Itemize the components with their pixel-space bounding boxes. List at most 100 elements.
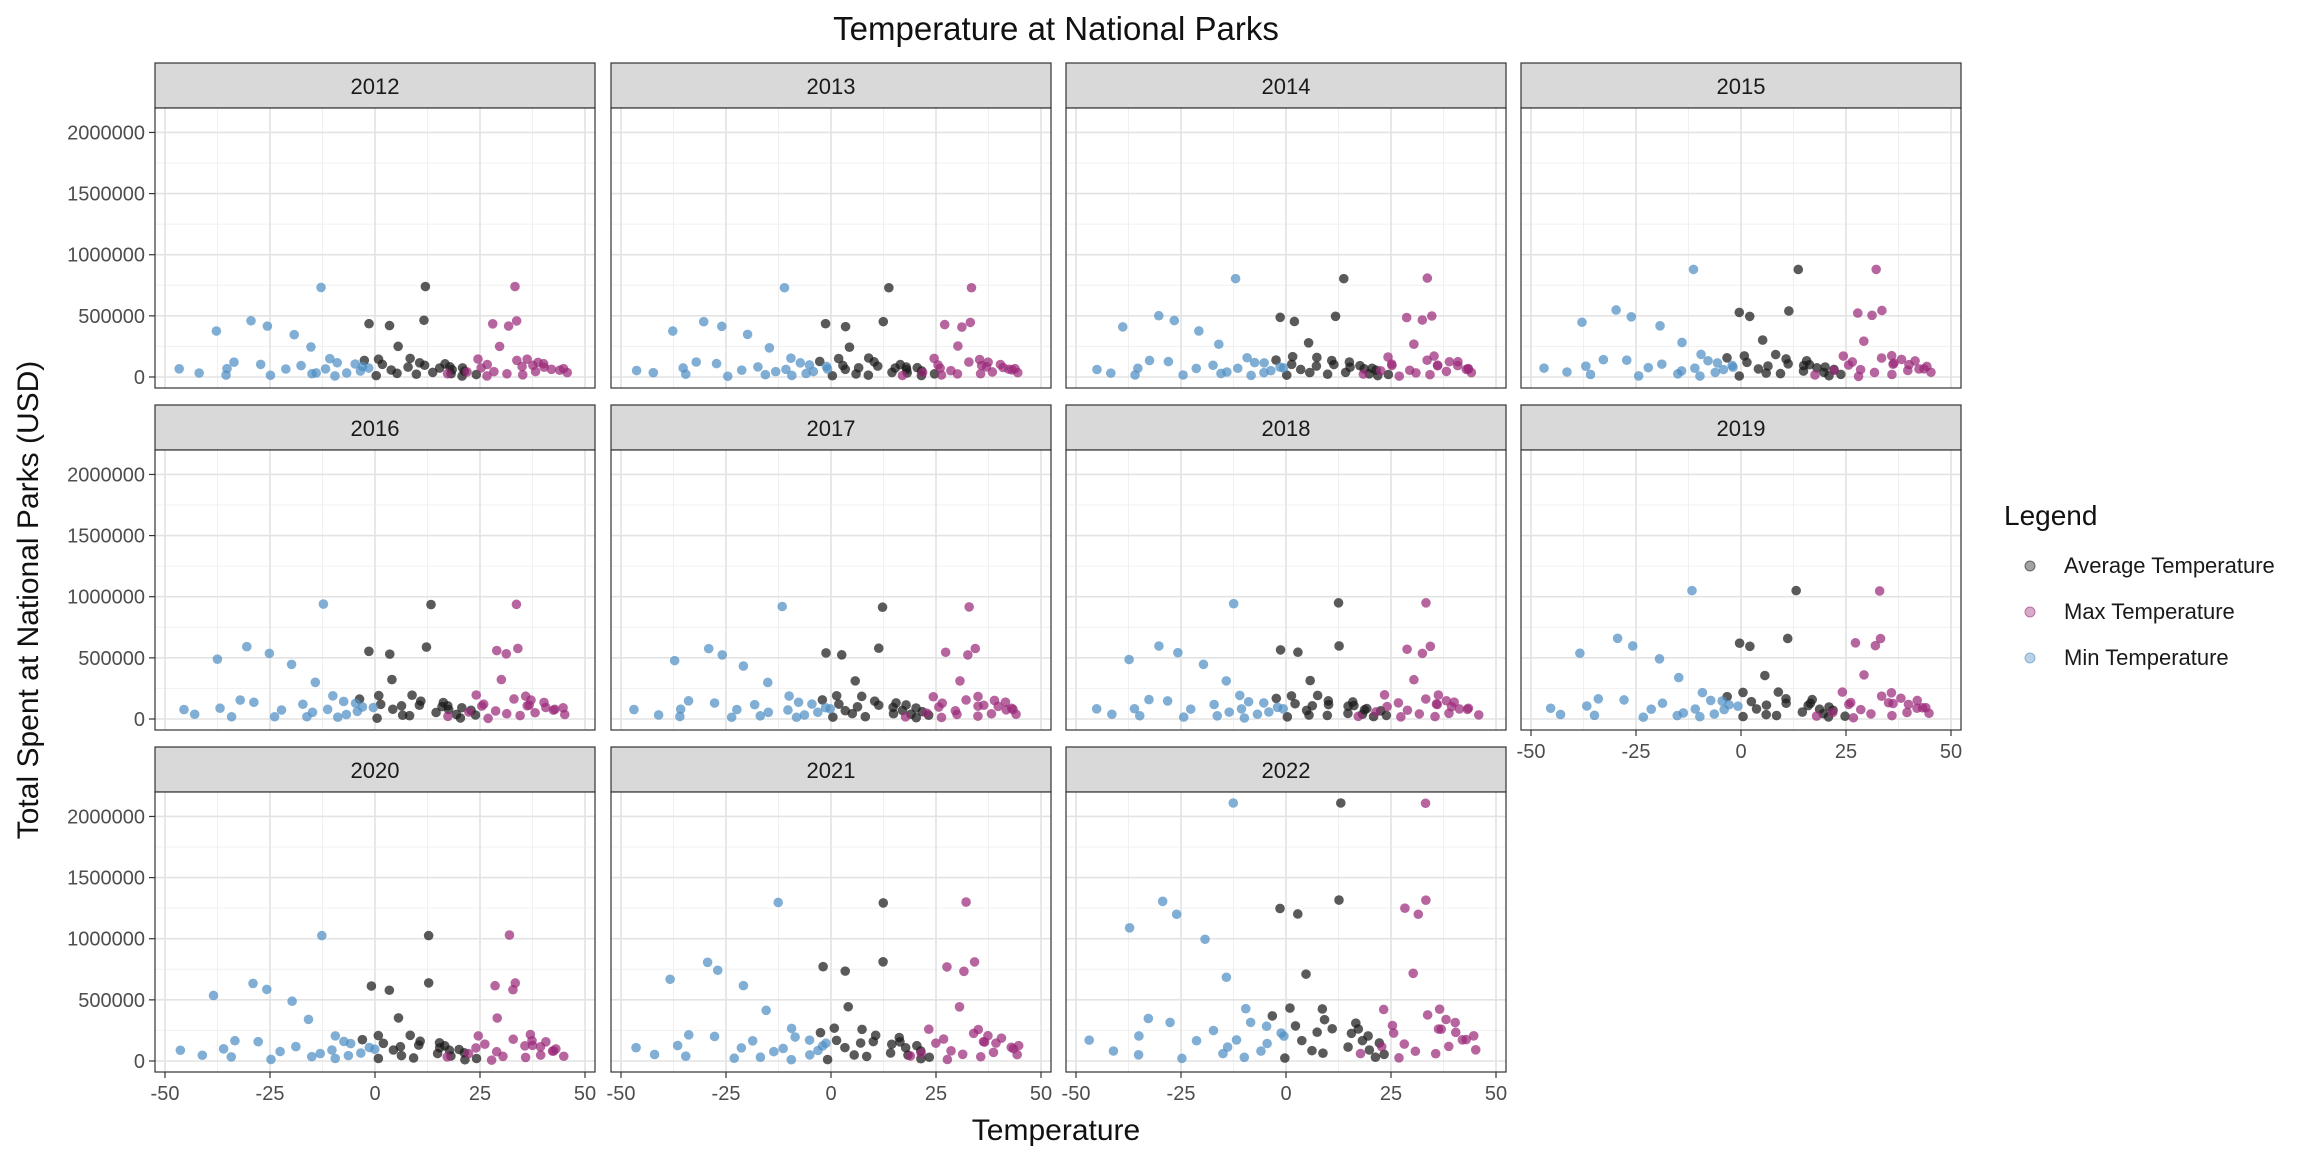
data-point <box>1275 903 1285 914</box>
facet-panel: 2019 -50 -25 0 25 50 <box>1517 404 1962 763</box>
data-point <box>1400 903 1410 914</box>
data-point <box>218 1044 229 1054</box>
data-point <box>306 1051 317 1062</box>
data-point <box>1431 699 1442 709</box>
data-point <box>878 316 889 327</box>
data-point <box>1870 640 1881 651</box>
data-point <box>1334 641 1344 651</box>
data-point <box>483 713 493 724</box>
data-point <box>320 364 331 374</box>
data-point <box>1258 698 1269 708</box>
data-point <box>773 897 784 908</box>
data-point <box>825 704 836 714</box>
data-point <box>1322 369 1333 380</box>
data-point <box>942 962 952 972</box>
data-point <box>275 1046 285 1057</box>
data-point <box>1643 362 1654 373</box>
data-point <box>1811 711 1822 721</box>
data-point <box>1191 363 1202 374</box>
data-point <box>1420 694 1431 704</box>
data-point <box>1259 358 1269 368</box>
data-point <box>1330 311 1341 322</box>
data-point <box>249 697 259 708</box>
data-point <box>1394 1053 1404 1063</box>
facet-strip <box>1520 62 1962 109</box>
data-point <box>1239 713 1250 723</box>
data-point <box>341 709 352 720</box>
data-point <box>524 700 534 710</box>
data-point <box>769 1046 779 1057</box>
data-point <box>1619 695 1629 705</box>
data-point <box>1444 708 1454 719</box>
data-point <box>1539 363 1549 373</box>
data-point <box>1627 641 1638 651</box>
x-tick-label: 0 <box>1735 741 1746 763</box>
data-point <box>790 1032 800 1042</box>
data-point <box>1887 710 1897 721</box>
data-point <box>1297 1035 1307 1046</box>
data-point <box>1399 1039 1410 1049</box>
data-point <box>262 321 273 331</box>
data-point <box>1709 709 1720 719</box>
data-point <box>487 319 498 329</box>
data-point <box>764 343 775 353</box>
data-point <box>1319 1014 1330 1025</box>
data-point <box>897 370 908 381</box>
legend-key <box>2024 652 2036 664</box>
data-point <box>964 357 974 367</box>
data-point <box>1696 349 1706 360</box>
data-point <box>471 1043 481 1053</box>
facet-label: 2020 <box>351 758 400 783</box>
data-point <box>784 691 794 701</box>
data-point <box>501 708 512 719</box>
data-point <box>732 704 742 715</box>
data-point <box>975 1051 986 1062</box>
data-point <box>384 320 395 331</box>
data-point <box>1612 633 1623 644</box>
data-point <box>1363 1031 1373 1041</box>
data-point <box>471 690 482 700</box>
data-point <box>1876 353 1887 363</box>
data-point <box>1410 1046 1421 1057</box>
data-point <box>1422 1010 1433 1020</box>
data-point <box>840 364 851 375</box>
data-point <box>1453 356 1463 367</box>
data-point <box>749 699 760 710</box>
data-point <box>1304 367 1315 378</box>
data-point <box>1444 356 1455 367</box>
data-point <box>366 981 377 991</box>
data-point <box>817 695 828 705</box>
data-point <box>253 1036 263 1047</box>
y-tick-label: 500000 <box>78 306 145 328</box>
data-point <box>1108 1046 1119 1056</box>
x-tick-label: -50 <box>607 1083 636 1105</box>
data-point <box>1401 312 1412 323</box>
data-point <box>266 1054 276 1065</box>
data-point <box>1301 969 1311 979</box>
data-point <box>929 353 939 364</box>
data-point <box>554 365 565 375</box>
data-point <box>546 364 557 375</box>
data-point <box>675 711 685 722</box>
data-point <box>1672 710 1683 721</box>
data-point <box>1450 1027 1461 1038</box>
facet-strip <box>154 746 596 793</box>
facet-label: 2014 <box>1262 74 1311 99</box>
data-point <box>264 648 275 659</box>
data-point <box>1910 356 1920 366</box>
data-point <box>515 710 525 721</box>
data-point <box>562 367 573 378</box>
data-point <box>966 282 977 293</box>
data-point <box>1728 362 1738 373</box>
facet-panel: 2018 <box>1065 404 1507 731</box>
data-point <box>995 359 1006 370</box>
data-point <box>957 322 967 332</box>
data-point <box>477 701 487 711</box>
data-point <box>1396 712 1406 722</box>
data-point <box>530 366 541 377</box>
data-point <box>1154 641 1164 651</box>
data-point <box>978 1036 989 1047</box>
facet-strip <box>610 404 1052 451</box>
data-point <box>1468 1030 1479 1041</box>
data-point <box>857 1024 867 1035</box>
